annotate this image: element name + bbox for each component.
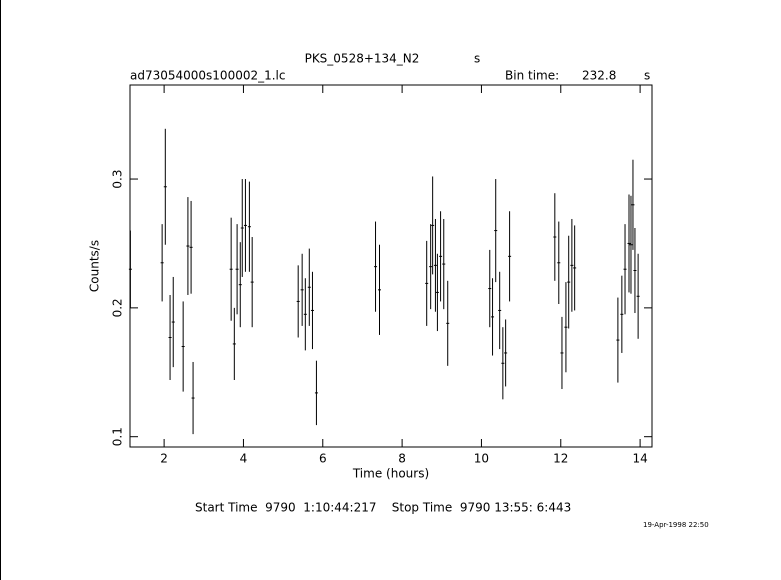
bin-time-label: Bin time:: [505, 69, 559, 83]
subtitle: ad73054000s100002_1.lc: [130, 69, 286, 83]
y-tick-label: 0.2: [111, 298, 125, 317]
x-tick-label: 6: [319, 452, 327, 466]
x-axis-label: Time (hours): [352, 467, 429, 481]
x-tick-label: 4: [240, 452, 248, 466]
y-tick-label: 0.3: [111, 169, 125, 188]
x-tick-label: 14: [632, 452, 647, 466]
plot-frame: [129, 84, 653, 448]
footer: Start Time 9790 1:10:44:217 Stop Time 97…: [195, 501, 571, 515]
x-tick-label: 12: [553, 452, 568, 466]
timestamp: 19-Apr-1998 22:50: [643, 521, 709, 529]
y-axis-label: Counts/s: [88, 240, 102, 292]
y-tick-label: 0.1: [111, 427, 125, 446]
bin-time: 232.8: [582, 69, 616, 83]
bin-time-unit: s: [644, 69, 650, 83]
title-unit: s: [474, 52, 480, 66]
x-tick-label: 10: [474, 452, 489, 466]
x-tick-label: 8: [398, 452, 406, 466]
chart-title: PKS_0528+134_N2: [305, 52, 420, 66]
x-tick-label: 2: [160, 452, 168, 466]
